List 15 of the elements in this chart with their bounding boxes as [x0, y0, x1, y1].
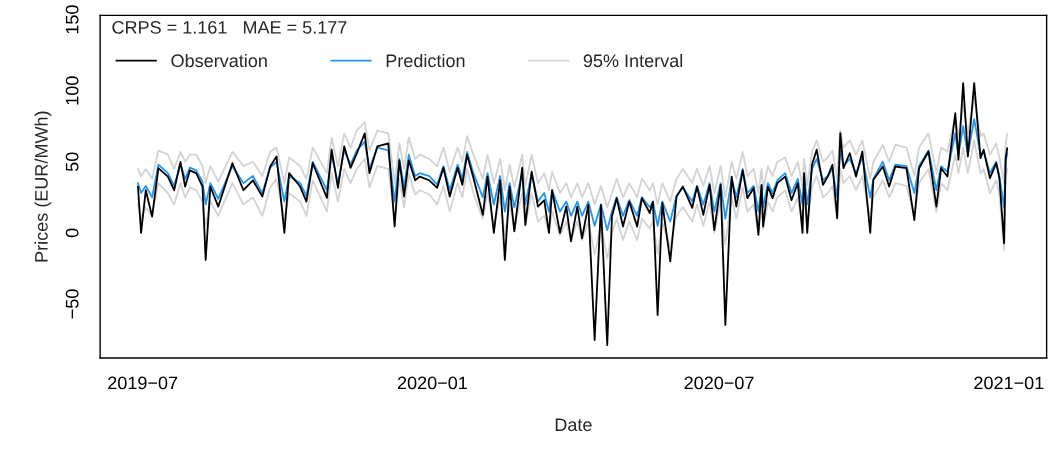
legend-label: 95% Interval: [583, 53, 683, 68]
y-tick-label: 50: [65, 152, 79, 172]
x-tick-label: 2020−01: [397, 376, 467, 390]
x-tick-label: 2020−07: [684, 376, 754, 390]
x-tick-label: 2019−07: [108, 376, 178, 390]
x-tick-label: 2021−01: [974, 376, 1044, 390]
y-tick-label: −50: [65, 289, 79, 319]
annotation: CRPS = 1.161 MAE = 5.177: [112, 20, 347, 34]
y-tick-label: 0: [65, 228, 79, 238]
y-tick-label: 100: [65, 76, 79, 105]
y-axis-title: Prices (EUR/MWh): [34, 111, 52, 262]
y-tick-label: 150: [65, 5, 79, 34]
legend-label: Observation: [171, 53, 267, 68]
legend-label: Prediction: [386, 53, 465, 68]
x-axis-title: Date: [555, 418, 592, 432]
